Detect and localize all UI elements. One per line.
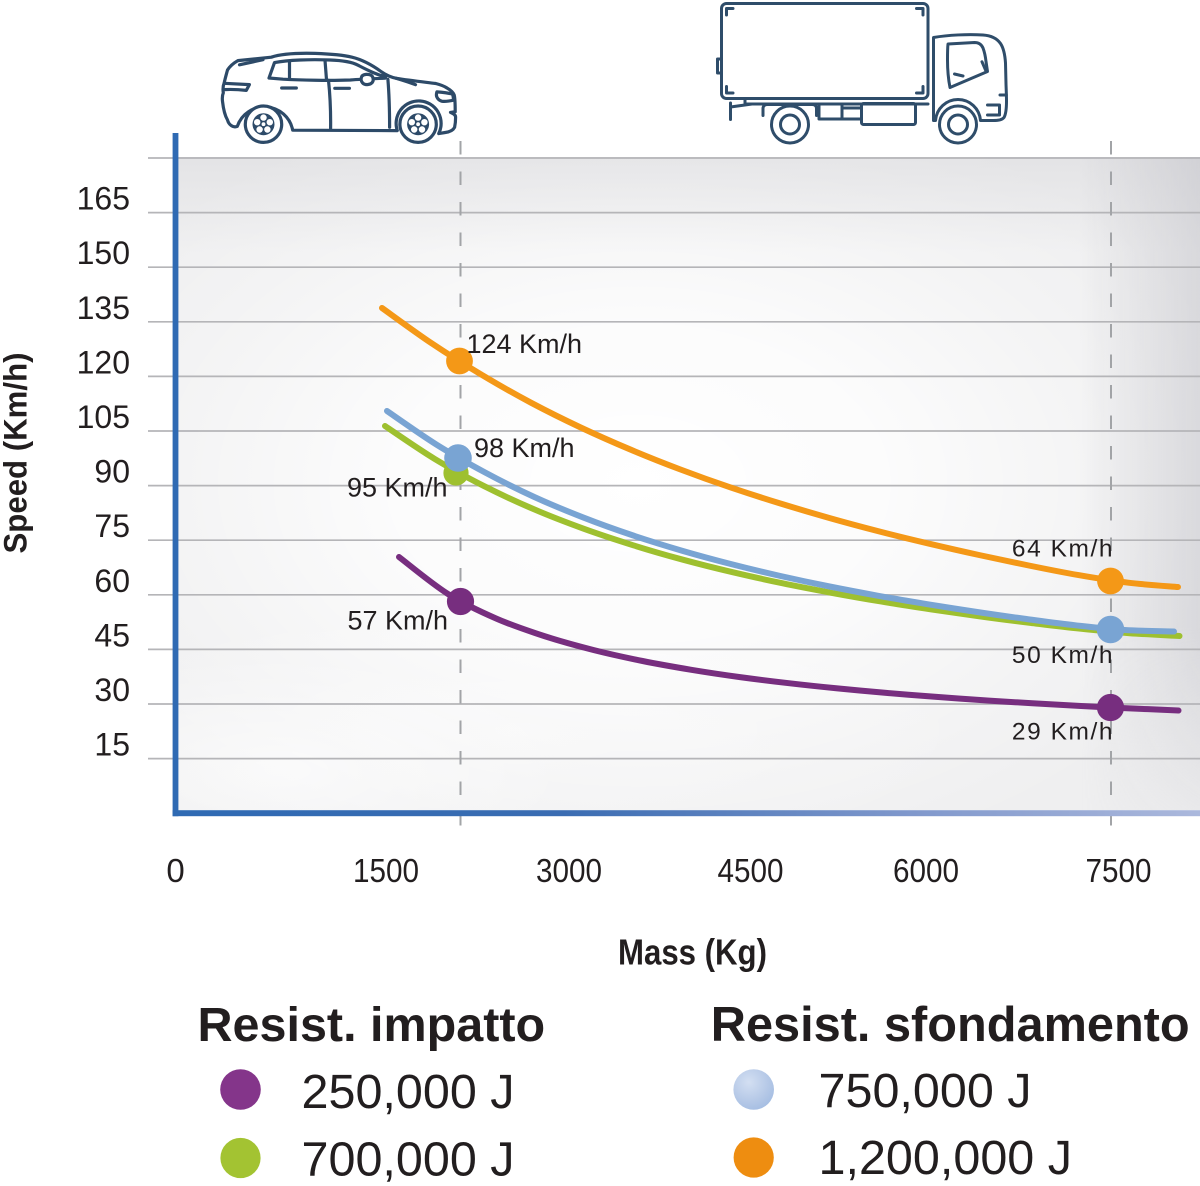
svg-text:30: 30 (94, 672, 130, 708)
svg-text:1500: 1500 (353, 852, 419, 889)
svg-text:135: 135 (77, 290, 130, 326)
svg-text:Mass (Kg): Mass (Kg) (618, 932, 767, 973)
svg-text:7500: 7500 (1086, 852, 1152, 889)
svg-text:120: 120 (77, 344, 130, 380)
svg-text:3000: 3000 (536, 852, 602, 889)
svg-text:4500: 4500 (718, 852, 784, 889)
svg-text:90: 90 (94, 454, 130, 490)
svg-text:60: 60 (94, 563, 130, 599)
svg-text:1,200,000 J: 1,200,000 J (819, 1131, 1073, 1185)
svg-text:45: 45 (94, 617, 130, 653)
svg-text:124 Km/h: 124 Km/h (467, 329, 583, 359)
svg-text:250,000 J: 250,000 J (302, 1065, 515, 1119)
svg-text:57 Km/h: 57 Km/h (347, 606, 448, 636)
svg-text:Resist. sfondamento: Resist. sfondamento (711, 998, 1190, 1052)
svg-text:6000: 6000 (893, 852, 959, 889)
svg-text:15: 15 (94, 727, 130, 763)
svg-text:0: 0 (166, 852, 184, 889)
svg-text:750,000 J: 750,000 J (819, 1064, 1032, 1118)
svg-text:64 Km/h: 64 Km/h (1012, 536, 1114, 563)
svg-text:165: 165 (77, 181, 130, 217)
svg-text:Speed (Km/h): Speed (Km/h) (0, 353, 34, 554)
svg-text:75: 75 (94, 508, 130, 544)
svg-text:105: 105 (77, 399, 130, 435)
svg-text:Resist. impatto: Resist. impatto (198, 998, 546, 1052)
svg-text:29 Km/h: 29 Km/h (1012, 719, 1114, 746)
svg-text:700,000 J: 700,000 J (302, 1133, 515, 1186)
svg-text:95 Km/h: 95 Km/h (347, 473, 448, 503)
svg-text:98 Km/h: 98 Km/h (474, 433, 575, 463)
svg-text:150: 150 (77, 235, 130, 271)
svg-text:50 Km/h: 50 Km/h (1012, 642, 1114, 669)
